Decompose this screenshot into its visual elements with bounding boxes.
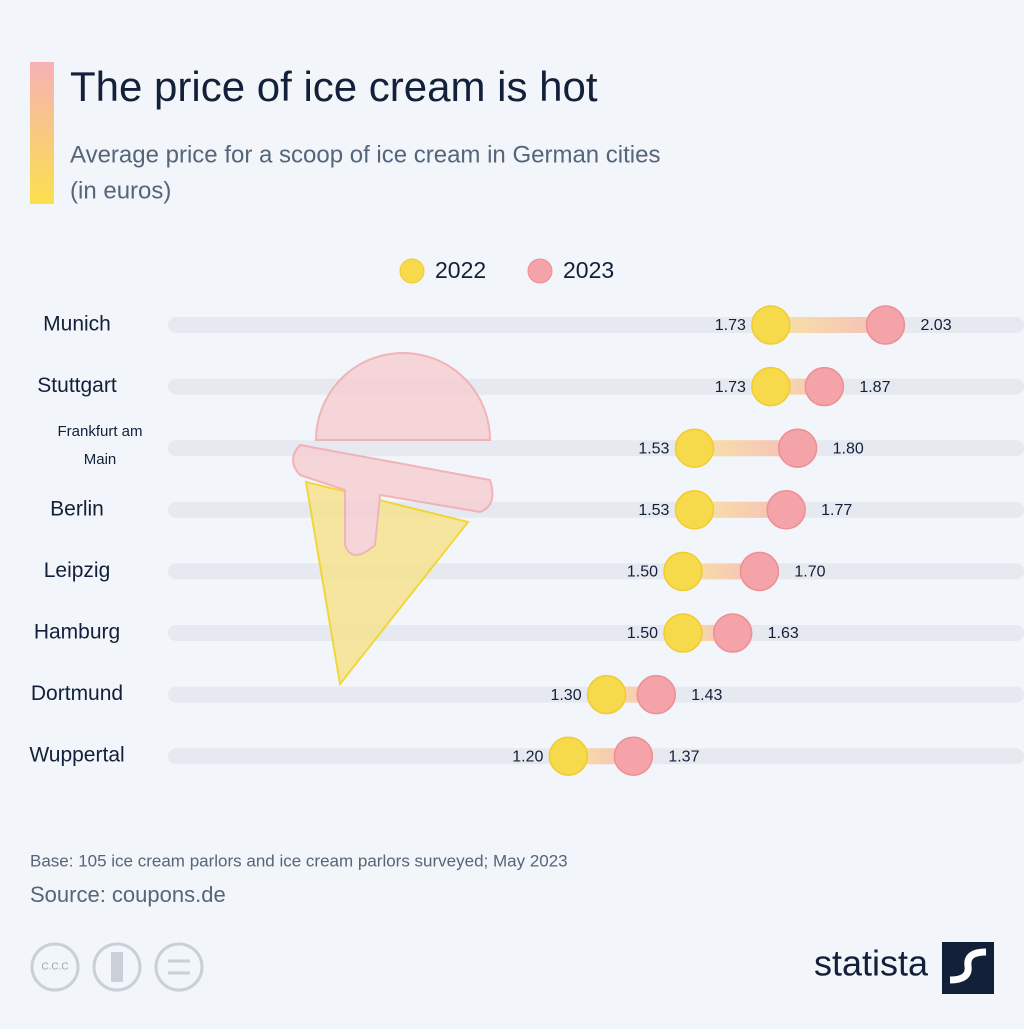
dot (674, 490, 715, 530)
chart-title: The price of ice cream is hot (70, 63, 598, 110)
dot (777, 428, 818, 468)
dot (712, 613, 753, 653)
value-label: 1.30 (550, 687, 581, 704)
track (168, 501, 1024, 518)
category-label: Dortmund (31, 682, 123, 705)
value-label: 2.03 (920, 317, 951, 334)
marks: 1.73 2.03 1.73 1.87 1.53 1.80 1.53 1.77 1.50 1.70… (512, 305, 952, 776)
legend-label: 2023 (563, 257, 614, 283)
value-label: 1.63 (768, 625, 799, 642)
value-label: 1.53 (638, 502, 669, 519)
track (168, 625, 1024, 641)
connector (694, 440, 798, 457)
value-label: 1.43 (691, 687, 722, 704)
category-label: Berlin (50, 497, 104, 520)
dot (586, 674, 627, 715)
brand: statista (814, 943, 929, 984)
chart-subtitle: (in euros) (70, 177, 171, 204)
track (168, 378, 1024, 395)
connector (694, 501, 787, 518)
category-label: Leipzig (44, 559, 111, 582)
note: Base: 105 ice cream parlors and ice crea… (30, 851, 568, 870)
chart-subtitle: Average price for a scoop of ice cream i… (70, 141, 660, 168)
value-label: 1.50 (627, 564, 658, 581)
track (168, 563, 1024, 580)
category-label-line: Frankfurt am (57, 423, 142, 440)
dot (674, 428, 715, 468)
legend-swatch (527, 258, 553, 284)
dot (804, 366, 845, 407)
dot (663, 551, 703, 592)
category-label: Hamburg (34, 621, 120, 644)
dot (751, 366, 791, 407)
legend-swatch (399, 258, 425, 284)
value-label: 1.20 (512, 748, 543, 765)
category-label: Wuppertal (29, 744, 124, 767)
license-icons (30, 942, 204, 992)
dot (766, 490, 806, 530)
category-label: Munich (43, 313, 111, 336)
value-label: 1.80 (833, 440, 864, 457)
dot (636, 674, 677, 715)
ice-cream-illustration (292, 352, 494, 687)
category-label: Stuttgart (37, 374, 117, 397)
connector (770, 317, 886, 333)
dot (613, 736, 654, 776)
legend: 2022 2023 (399, 257, 614, 284)
dot (739, 551, 780, 592)
dot (751, 305, 791, 345)
value-label: 1.37 (668, 748, 699, 765)
brand-logo (942, 942, 994, 994)
value-label: 1.50 (627, 625, 658, 642)
value-label: 1.70 (794, 564, 825, 581)
accent-bar (30, 62, 54, 204)
dot (548, 736, 589, 776)
value-label: 1.53 (638, 440, 669, 457)
cc-label: C.C.C (41, 962, 68, 973)
value-label: 1.73 (715, 379, 746, 396)
category-label-line: Main (84, 451, 117, 468)
legend-label: 2022 (435, 257, 486, 283)
value-label: 1.77 (821, 502, 852, 519)
dot (865, 305, 906, 345)
source: Source: coupons.de (30, 882, 226, 907)
category-label: Frankfurt am Main (57, 423, 142, 468)
dot (663, 613, 703, 653)
value-label: 1.73 (715, 317, 746, 334)
value-label: 1.87 (859, 379, 890, 396)
